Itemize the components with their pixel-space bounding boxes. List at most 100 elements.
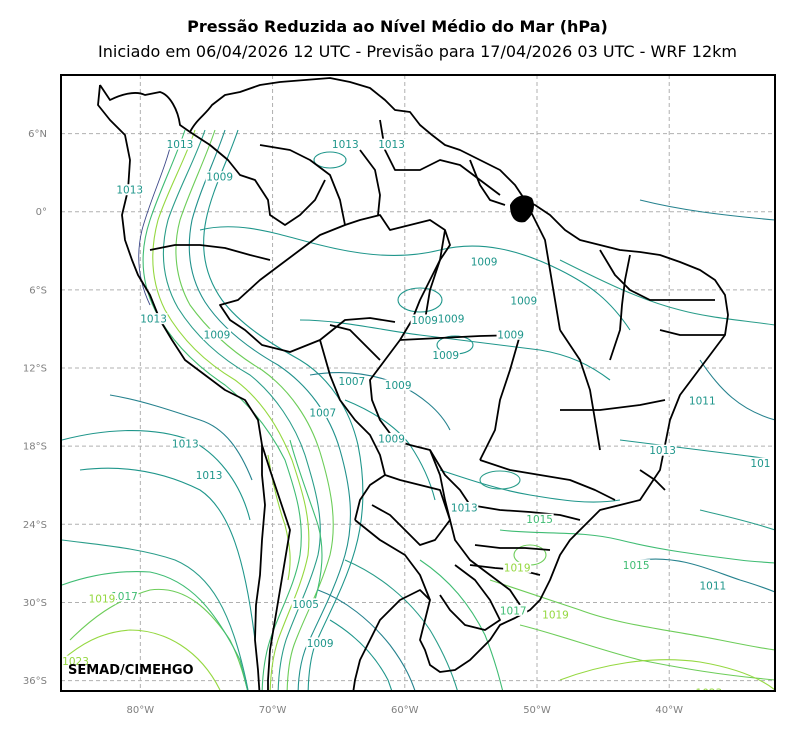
border-paraguay [371,474,451,546]
border-colombia-venezuela [189,131,326,226]
border-bolivia [319,339,386,521]
contour-label-bg [377,138,406,150]
isobar-1017-pacific [61,571,249,691]
state-border-mg-sp [479,459,616,501]
contour-label-bg [384,379,413,391]
lat-tick-label: 24°S [23,520,47,531]
state-border-mt-goias [479,334,521,461]
contour-label-bg [203,328,232,340]
contour-label-bg [410,314,439,326]
contour-label: 1017 [111,591,138,603]
contour-label-bg [499,604,528,616]
lon-tick-label: 60°W [391,705,419,716]
contour-label-bg [509,294,538,306]
contour-label: 1009 [438,314,465,326]
border-colombia-peru [149,244,271,261]
state-border-amapa [469,159,506,206]
contour-label-bg [205,171,234,183]
isobar-1011b-atlantic [699,359,775,421]
contour-label: 1017 [500,605,527,617]
contour-label-bg [171,438,200,450]
contour-label: 1015 [623,560,650,572]
state-border-para-maranhao [529,209,561,331]
contour-label-bg [306,637,335,649]
isobar-low-north [313,151,347,169]
contour-label-bg [115,184,144,196]
contour-label-bg [308,406,337,418]
lat-tick-label: 6°N [28,129,47,140]
contour-label-bg [195,469,224,481]
contour-label-bg [746,457,775,469]
contour-label: 1009 [432,350,459,362]
state-border-ba-mg [560,399,666,411]
state-border-acre-ro [329,324,381,361]
contour-label: 1009 [471,256,498,268]
contour-label: 1013 [140,314,167,326]
contour-label: 1015 [526,514,553,526]
lat-tick-label: 36°S [23,676,47,687]
lat-tick-label: 30°S [23,598,47,609]
isobar-1015-argentina [419,559,504,691]
contour-label: 1009 [385,380,412,392]
contour-label-bg [688,395,717,407]
contour-label: 1013 [167,139,194,151]
state-border-roraima [359,149,381,216]
contour-label-bg [377,432,406,444]
map-frame [60,74,776,692]
contour-label: 1009 [204,329,231,341]
contour-label: 1013 [451,502,478,514]
isobar-1017-south [489,579,775,651]
lat-tick-label: 6°S [29,285,47,296]
credit-label: SEMAD/CIMEHGO [68,663,194,678]
state-border-argentina-provinces [354,519,431,601]
state-border-pe-al [659,329,725,336]
contour-label: 1013 [649,445,676,457]
state-border-ms [429,449,471,506]
contour-label-bg [331,138,360,150]
contour-label: 1009 [497,329,524,341]
isobar-1009-center [299,319,611,381]
contour-label-bg [139,313,168,325]
state-border-es-rj [639,469,666,491]
contour-label: 1023 [696,687,723,699]
isobar-1013-pacific [79,467,256,641]
contour-label-bg [431,349,460,361]
isobar-1019-south [519,624,775,681]
map-background [61,75,775,691]
contour-label-bg [61,655,90,667]
contour-label: 1009 [510,295,537,307]
state-border-pr-sc [474,544,551,551]
isobar-1011-pacific [109,394,253,481]
contour-label: 1009 [206,172,233,184]
isobar-1023-pacific [61,629,221,691]
contour-label: 101 [750,458,770,470]
contour-label-bg [648,444,677,456]
contour-label: 1009 [307,638,334,650]
coastline-pacific [97,84,266,691]
contour-label-bg [470,255,499,267]
contour-label-bg [541,608,570,620]
state-border-sp-pr [469,504,581,521]
axis-ticks: 6°N 0° 6°S 12°S 18°S 24°S 30°S 36°S 80°W 70°W 60°W… [23,129,683,716]
state-border-to-ba [559,329,601,451]
contour-label: 1011 [699,581,726,593]
isobar-1011-rio [699,509,775,531]
isobar-1011-atlantic [639,199,775,221]
isobar-1011-east [559,259,775,326]
contour-label: 1009 [411,315,438,327]
lon-tick-label: 80°W [127,705,155,716]
contour-label: 1013 [116,185,143,197]
isobar-1019-pacific [69,588,249,691]
contour-label: 1019 [504,562,531,574]
contour-label-bg [525,513,554,525]
contour-label: 1013 [196,470,223,482]
contour-label: 1007 [339,376,366,388]
marajo-island [510,195,534,223]
isobar-1009-amazon [199,226,631,331]
contour-label-bg [622,559,651,571]
lon-tick-label: 70°W [259,705,287,716]
lon-tick-label: 40°W [655,705,683,716]
contour-label: 1019 [542,609,569,621]
